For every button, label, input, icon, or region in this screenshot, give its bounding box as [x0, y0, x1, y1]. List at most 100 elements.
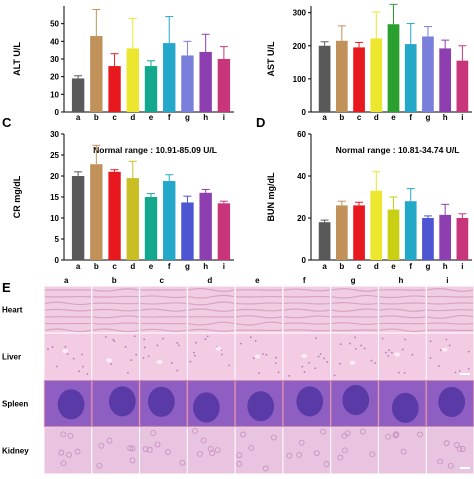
x-tick-label: e	[391, 113, 396, 122]
x-tick-label: b	[339, 113, 344, 122]
x-tick-label: a	[76, 113, 81, 122]
hepatocyte-nucleus	[430, 340, 432, 342]
x-tick-label: f	[409, 113, 412, 122]
hepatocyte-nucleus	[204, 338, 206, 340]
bar-c	[353, 47, 365, 112]
bar-i	[218, 203, 230, 260]
histology-row-label: Kidney	[2, 447, 29, 456]
hepatocyte-nucleus	[110, 363, 112, 365]
hepatocyte-nucleus	[459, 370, 461, 372]
x-tick-label: g	[185, 262, 190, 271]
hepatocyte-nucleus	[148, 355, 150, 357]
bar-a	[72, 176, 84, 260]
central-vein	[301, 354, 307, 358]
hepatocyte-nucleus	[143, 357, 145, 359]
histology-row-label: Heart	[2, 306, 23, 315]
tissue-background	[331, 428, 378, 474]
histology-tile-spleen	[427, 381, 474, 427]
y-tick-label: 40	[50, 37, 59, 46]
hepatocyte-nucleus	[374, 362, 376, 364]
bar-i	[457, 218, 469, 260]
bar-h	[199, 193, 211, 260]
histology-tile-kidney	[45, 428, 92, 474]
hepatocyte-nucleus	[440, 349, 442, 351]
hepatocyte-nucleus	[404, 372, 406, 374]
white-pulp	[438, 387, 465, 417]
histology-tile-spleen	[283, 381, 330, 427]
histology-tile-liver	[92, 334, 139, 380]
y-tick-label: 20	[50, 172, 59, 181]
x-tick-label: g	[185, 113, 190, 122]
hepatocyte-nucleus	[56, 366, 58, 368]
hepatocyte-nucleus	[398, 372, 400, 374]
x-tick-label: f	[168, 113, 171, 122]
y-tick-label: 30	[50, 130, 59, 139]
bar-a	[72, 78, 84, 112]
tissue-background	[331, 334, 378, 380]
y-tick-label: 5	[55, 235, 60, 244]
hepatocyte-nucleus	[278, 371, 280, 373]
tissue-background	[379, 334, 426, 380]
x-tick-label: d	[374, 113, 379, 122]
hepatocyte-nucleus	[221, 354, 223, 356]
hepatocyte-nucleus	[266, 354, 268, 356]
bar-i	[457, 61, 469, 112]
y-axis-label: ALT U/L	[12, 42, 22, 76]
normal-range-note: Normal range : 10.81-34.74 U/L	[336, 145, 460, 155]
y-axis-label: CR mg/dL	[12, 175, 22, 218]
hepatocyte-nucleus	[112, 339, 114, 341]
white-pulp	[247, 391, 274, 421]
x-tick-label: f	[168, 262, 171, 271]
white-pulp	[109, 386, 136, 416]
bar-b	[90, 164, 102, 260]
y-tick-label: 0	[55, 256, 60, 265]
y-tick-label: 15	[50, 193, 59, 202]
histology-row-label: Spleen	[2, 400, 28, 409]
bar-d	[370, 38, 382, 112]
bar-i	[218, 59, 230, 112]
x-tick-label: e	[149, 262, 154, 271]
white-pulp	[148, 387, 175, 417]
x-tick-label: i	[223, 113, 225, 122]
hepatocyte-nucleus	[288, 375, 290, 377]
histology-tile-heart	[236, 287, 283, 333]
hepatocyte-nucleus	[144, 347, 146, 349]
histology-tile-spleen	[188, 381, 235, 427]
y-tick-label: 300	[293, 9, 307, 18]
bar-b	[90, 36, 102, 112]
x-tick-label: a	[322, 113, 327, 122]
bar-d	[127, 48, 139, 112]
bar-f	[405, 201, 417, 260]
x-tick-label: e	[149, 113, 154, 122]
hepatocyte-nucleus	[143, 338, 145, 340]
muscle-fiber	[379, 290, 425, 291]
hepatocyte-nucleus	[78, 370, 80, 372]
bar-f	[163, 181, 175, 260]
hepatocyte-nucleus	[52, 346, 54, 348]
x-tick-label: g	[425, 262, 430, 271]
central-vein	[442, 348, 448, 352]
hepatocyte-nucleus	[178, 345, 180, 347]
central-vein	[157, 360, 163, 364]
hepatocyte-nucleus	[176, 370, 178, 372]
x-tick-label: a	[322, 262, 327, 271]
histology-column-label: d	[207, 276, 212, 285]
tissue-background	[379, 428, 426, 474]
hepatocyte-nucleus	[334, 374, 336, 376]
histology-tile-kidney	[331, 428, 378, 474]
hepatocyte-nucleus	[314, 367, 316, 369]
x-tick-label: h	[443, 113, 448, 122]
hepatocyte-nucleus	[275, 362, 277, 364]
hepatocyte-nucleus	[388, 349, 390, 351]
hepatocyte-nucleus	[387, 355, 389, 357]
hepatocyte-nucleus	[189, 361, 191, 363]
hepatocyte-nucleus	[255, 340, 257, 342]
hepatocyte-nucleus	[402, 349, 404, 351]
bar-g	[181, 55, 193, 112]
histology-tile-heart	[188, 287, 235, 333]
hepatocyte-nucleus	[318, 356, 320, 358]
x-tick-label: b	[94, 113, 99, 122]
